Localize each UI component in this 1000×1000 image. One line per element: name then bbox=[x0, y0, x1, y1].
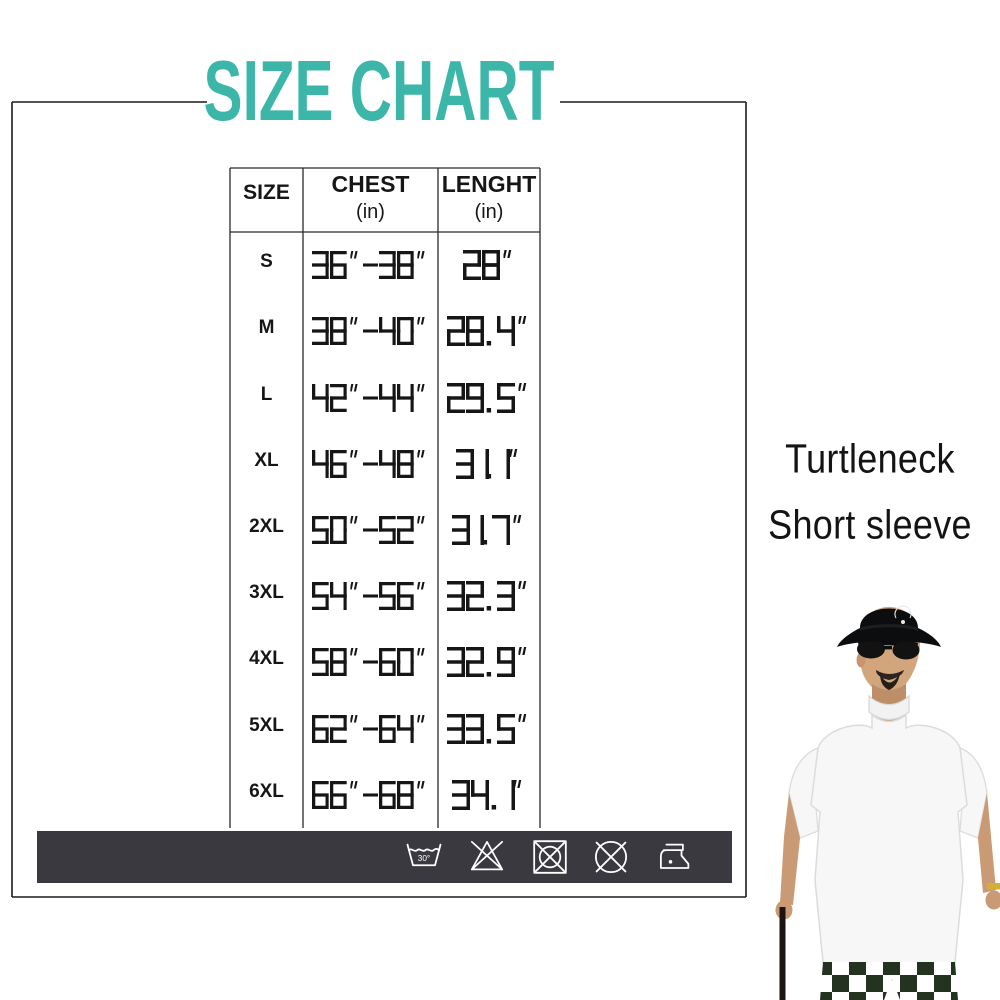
svg-text:30°: 30° bbox=[418, 854, 430, 863]
